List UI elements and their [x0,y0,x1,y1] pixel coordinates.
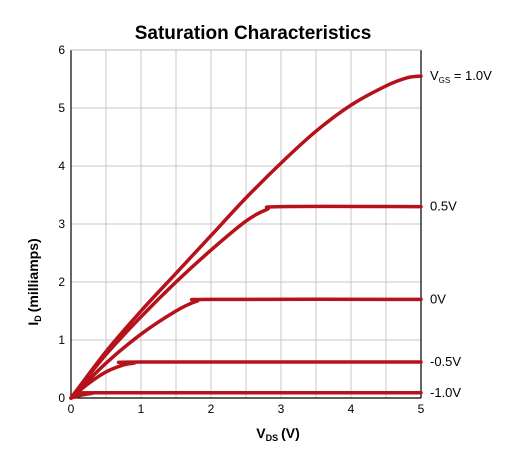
series-label: 0.5V [430,199,457,214]
series-label: 0V [430,291,446,306]
y-axis-label: ID(milliamps) [25,238,43,325]
y-tick-label: 2 [58,275,65,289]
x-tick-label: 5 [418,402,425,416]
axes [70,49,422,399]
y-tick-label: 5 [58,101,65,115]
y-tick-label: 3 [58,217,65,231]
series-labels: VGS = 1.0V 0.5V 0V -0.5V -1.0V [430,68,492,400]
series-line [69,74,423,400]
grid [71,49,421,398]
series-lines [69,74,423,400]
x-tick-label: 1 [138,402,145,416]
series-line [69,390,423,400]
series-line [69,204,423,400]
series-label: VGS = 1.0V [430,68,492,85]
x-tick-label: 4 [348,402,355,416]
y-tick-label: 0 [58,391,65,405]
x-axis-label: VDS (V) [256,425,300,443]
x-tick-label: 3 [278,402,285,416]
x-tick-label: 0 [68,402,75,416]
y-tick-label: 4 [58,159,65,173]
tick-labels: 0 1 2 3 4 5 0 1 2 3 4 5 6 [58,43,424,416]
chart-title: Saturation Characteristics [135,23,372,44]
x-tick-label: 2 [208,402,215,416]
series-line [69,360,423,400]
series-label: -1.0V [430,385,461,400]
series-label: -0.5V [430,354,461,369]
series-line [69,297,423,400]
y-tick-label: 6 [58,43,65,57]
y-tick-label: 1 [58,333,65,347]
